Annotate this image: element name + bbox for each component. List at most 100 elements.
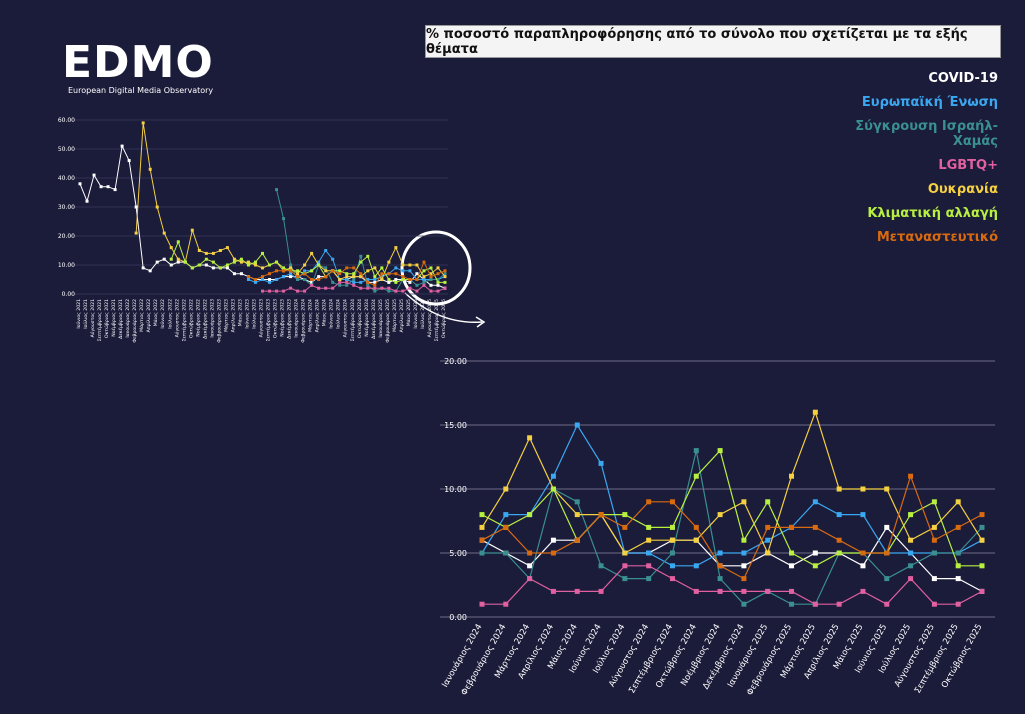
marker xyxy=(394,266,398,270)
marker xyxy=(408,280,412,284)
x-tick-label: Δεκέμβριος 2024 xyxy=(370,299,377,339)
marker xyxy=(717,576,723,582)
marker xyxy=(373,289,377,293)
marker xyxy=(253,280,257,284)
marker xyxy=(303,289,307,293)
marker xyxy=(598,563,604,569)
marker xyxy=(422,260,426,264)
marker xyxy=(359,260,363,264)
y-tick-label: 0.00 xyxy=(62,291,76,298)
marker xyxy=(106,185,110,189)
marker xyxy=(908,576,914,582)
marker xyxy=(422,275,426,279)
marker xyxy=(289,286,293,290)
marker xyxy=(373,286,377,290)
marker xyxy=(860,486,866,492)
marker xyxy=(289,266,293,270)
marker xyxy=(289,263,293,267)
x-tick-label: Απρίλιος 2024 xyxy=(314,299,321,332)
title-box: % ποσοστό παραπληροφόρησης από το σύνολο… xyxy=(425,25,1001,58)
marker xyxy=(527,563,533,569)
x-tick-label: Σεπτέμβριος 2025 xyxy=(433,299,440,341)
x-tick-label: Νοέμβριος 2021 xyxy=(110,299,117,337)
marker xyxy=(352,278,356,281)
marker xyxy=(836,550,842,556)
marker xyxy=(908,512,914,518)
series-line xyxy=(482,450,983,605)
marker xyxy=(345,278,349,281)
marker xyxy=(429,272,433,276)
legend-entry: Μεταναστευτικό xyxy=(876,230,998,245)
marker xyxy=(310,278,314,281)
x-tick-label: Ιανουάριος 2023 xyxy=(208,299,215,338)
marker xyxy=(574,422,580,428)
x-tick-label: Μάιος 2023 xyxy=(236,299,243,326)
series-line xyxy=(481,423,983,567)
marker xyxy=(693,563,699,569)
marker xyxy=(85,199,89,203)
marker xyxy=(812,563,818,569)
marker xyxy=(218,266,222,270)
y-tick-label: 50.00 xyxy=(58,146,75,153)
marker xyxy=(275,260,279,264)
marker xyxy=(366,280,370,284)
x-tick-label: Ιούνιος 2023 xyxy=(243,299,250,329)
marker xyxy=(239,272,243,276)
x-tick-label: Οκτώβριος 2023 xyxy=(272,299,279,338)
legend-entry: Ουκρανία xyxy=(927,182,998,197)
marker xyxy=(359,272,363,276)
x-tick-label: Απρίλιος 2022 xyxy=(145,299,152,332)
marker xyxy=(394,289,398,293)
marker xyxy=(324,266,328,270)
marker xyxy=(717,512,723,518)
x-tick-label: Δεκέμβριος 2021 xyxy=(117,299,124,339)
marker xyxy=(812,524,818,530)
marker xyxy=(836,512,842,518)
marker xyxy=(282,289,286,293)
x-tick-label: Απρίλιος 2025 xyxy=(398,299,405,332)
marker xyxy=(884,576,890,582)
marker xyxy=(169,263,173,267)
marker xyxy=(134,231,138,235)
marker xyxy=(289,275,293,279)
marker xyxy=(211,260,215,264)
marker xyxy=(261,278,264,281)
marker xyxy=(183,260,187,264)
marker xyxy=(836,486,842,492)
marker xyxy=(741,499,747,505)
marker xyxy=(436,280,440,284)
y-tick-label: 40.00 xyxy=(58,175,75,182)
marker xyxy=(345,283,349,287)
marker xyxy=(387,286,391,290)
marker xyxy=(979,563,985,569)
marker xyxy=(741,576,747,582)
marker xyxy=(331,257,335,261)
x-tick-label: Δεκέμβριος 2023 xyxy=(286,299,293,339)
series-line xyxy=(170,240,445,283)
marker xyxy=(261,251,264,255)
marker xyxy=(232,260,236,264)
marker xyxy=(359,254,363,258)
marker xyxy=(225,246,229,250)
marker xyxy=(169,246,173,250)
marker xyxy=(401,289,405,293)
marker xyxy=(113,188,117,192)
marker xyxy=(268,289,272,293)
marker xyxy=(669,576,675,582)
series-line xyxy=(481,513,983,592)
x-tick-label: Ιούνιος 2022 xyxy=(159,299,166,329)
marker xyxy=(408,269,412,273)
marker xyxy=(479,537,485,543)
marker xyxy=(338,269,342,273)
marker xyxy=(979,524,985,530)
marker xyxy=(503,486,509,492)
marker xyxy=(120,144,124,148)
marker xyxy=(979,588,985,594)
marker xyxy=(884,486,890,492)
marker xyxy=(296,269,300,273)
x-tick-label: Νοέμβριος 2022 xyxy=(194,299,201,337)
marker xyxy=(176,260,180,264)
marker xyxy=(429,278,433,281)
marker xyxy=(479,524,485,530)
marker xyxy=(148,269,152,273)
